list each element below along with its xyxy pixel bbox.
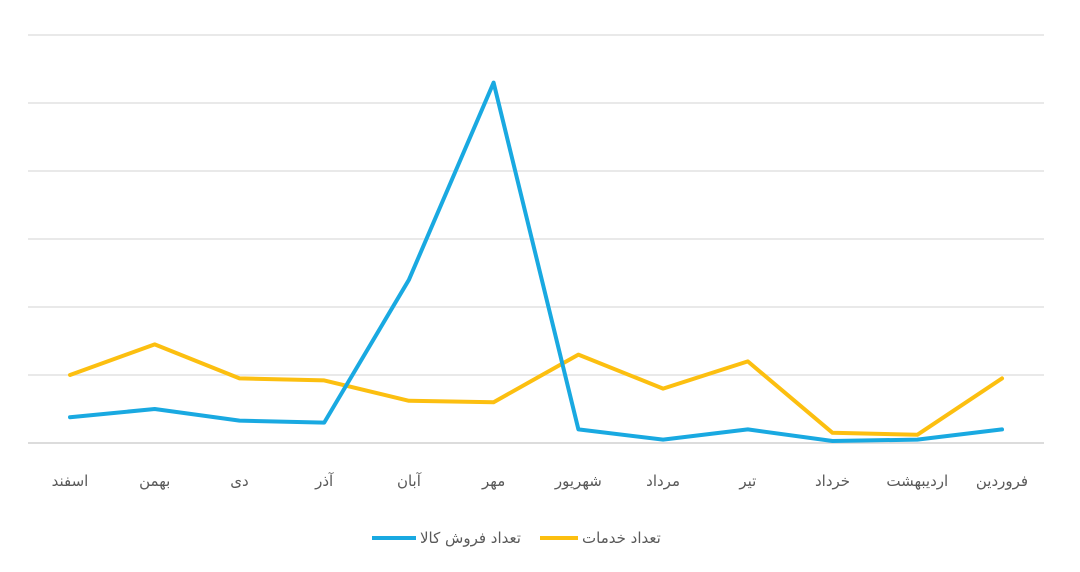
gridlines [28,34,1044,444]
legend: تعداد فروش کالا تعداد خدمات [372,529,661,547]
legend-label-sales: تعداد فروش کالا [420,529,521,547]
x-tick-label: تیر [738,472,756,490]
series-line-sales [68,80,1004,443]
x-tick-label: فروردین [976,472,1028,490]
x-tick-label: خرداد [815,472,850,490]
legend-label-services: تعداد خدمات [582,529,661,547]
x-tick-label: اسفند [52,472,89,490]
series-lines [68,80,1004,443]
x-tick-label: مهر [481,472,505,490]
series-line-services [68,342,1004,437]
x-tick-label: آذر [314,472,334,490]
x-tick-label: مرداد [646,472,680,490]
x-tick-label: دی [230,472,248,490]
x-axis-ticks: فروردین اردیبهشت خرداد تیر مرداد شهریور مهر آبا… [52,472,1028,490]
x-tick-label: بهمن [139,472,170,490]
x-tick-label: شهریور [554,472,602,490]
x-tick-label: آبان [397,472,422,490]
x-tick-label: اردیبهشت [886,472,948,490]
